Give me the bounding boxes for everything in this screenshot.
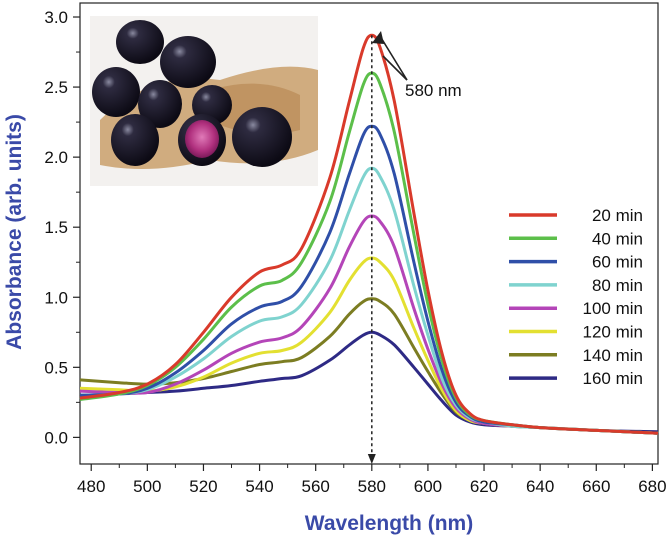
peak-annotation-label: 580 nm: [405, 81, 462, 100]
x-tick-label: 580: [358, 477, 386, 496]
y-tick-label: 1.0: [44, 288, 68, 307]
annotation-arrow-head: [372, 31, 384, 44]
legend-label: 120 min: [583, 323, 643, 342]
legend-label: 60 min: [592, 253, 643, 272]
x-tick-label: 560: [302, 477, 330, 496]
x-tick-label: 620: [470, 477, 498, 496]
legend: 20 min 40 min 60 min 80 min 100 min 120 min 14…: [509, 206, 643, 388]
legend-label: 100 min: [583, 299, 643, 318]
x-tick-label: 640: [526, 477, 554, 496]
annotation-arrow-line: [382, 55, 408, 81]
x-tick-label: 520: [189, 477, 217, 496]
series-line-120-min: [79, 256, 659, 435]
legend-label: 20 min: [592, 206, 643, 225]
legend-label: 80 min: [592, 276, 643, 295]
fruit-photo-inset: [90, 16, 318, 186]
y-tick-label: 3.0: [44, 8, 68, 27]
x-tick-label: 540: [245, 477, 273, 496]
series-line-100-min: [79, 214, 659, 435]
x-tick-label: 500: [133, 477, 161, 496]
x-tick-label: 600: [414, 477, 442, 496]
legend-label: 160 min: [583, 369, 643, 388]
x-axis-title: Wavelength (nm): [305, 512, 473, 535]
plot-frame: [79, 2, 659, 465]
y-tick-label: 0.5: [44, 358, 68, 377]
axis-ticks: 480 500 520 540 560 580 600 620 640 660 680 0.0 0.5 1…: [44, 8, 666, 496]
series-line-140-min: [79, 297, 659, 435]
x-tick-label: 480: [77, 477, 105, 496]
y-tick-label: 1.5: [44, 218, 68, 237]
peak-marker-arrowhead: [367, 454, 376, 464]
y-tick-label: 2.0: [44, 148, 68, 167]
annotation-arrow-shaft: [379, 35, 408, 81]
x-tick-label: 680: [638, 477, 666, 496]
x-tick-label: 660: [582, 477, 610, 496]
legend-label: 40 min: [592, 229, 643, 248]
y-tick-label: 2.5: [44, 78, 68, 97]
y-tick-label: 0.0: [44, 428, 68, 447]
series-line-80-min: [79, 166, 659, 435]
y-axis-title: Absorbance (arb. units): [3, 114, 26, 350]
legend-label: 140 min: [583, 346, 643, 365]
